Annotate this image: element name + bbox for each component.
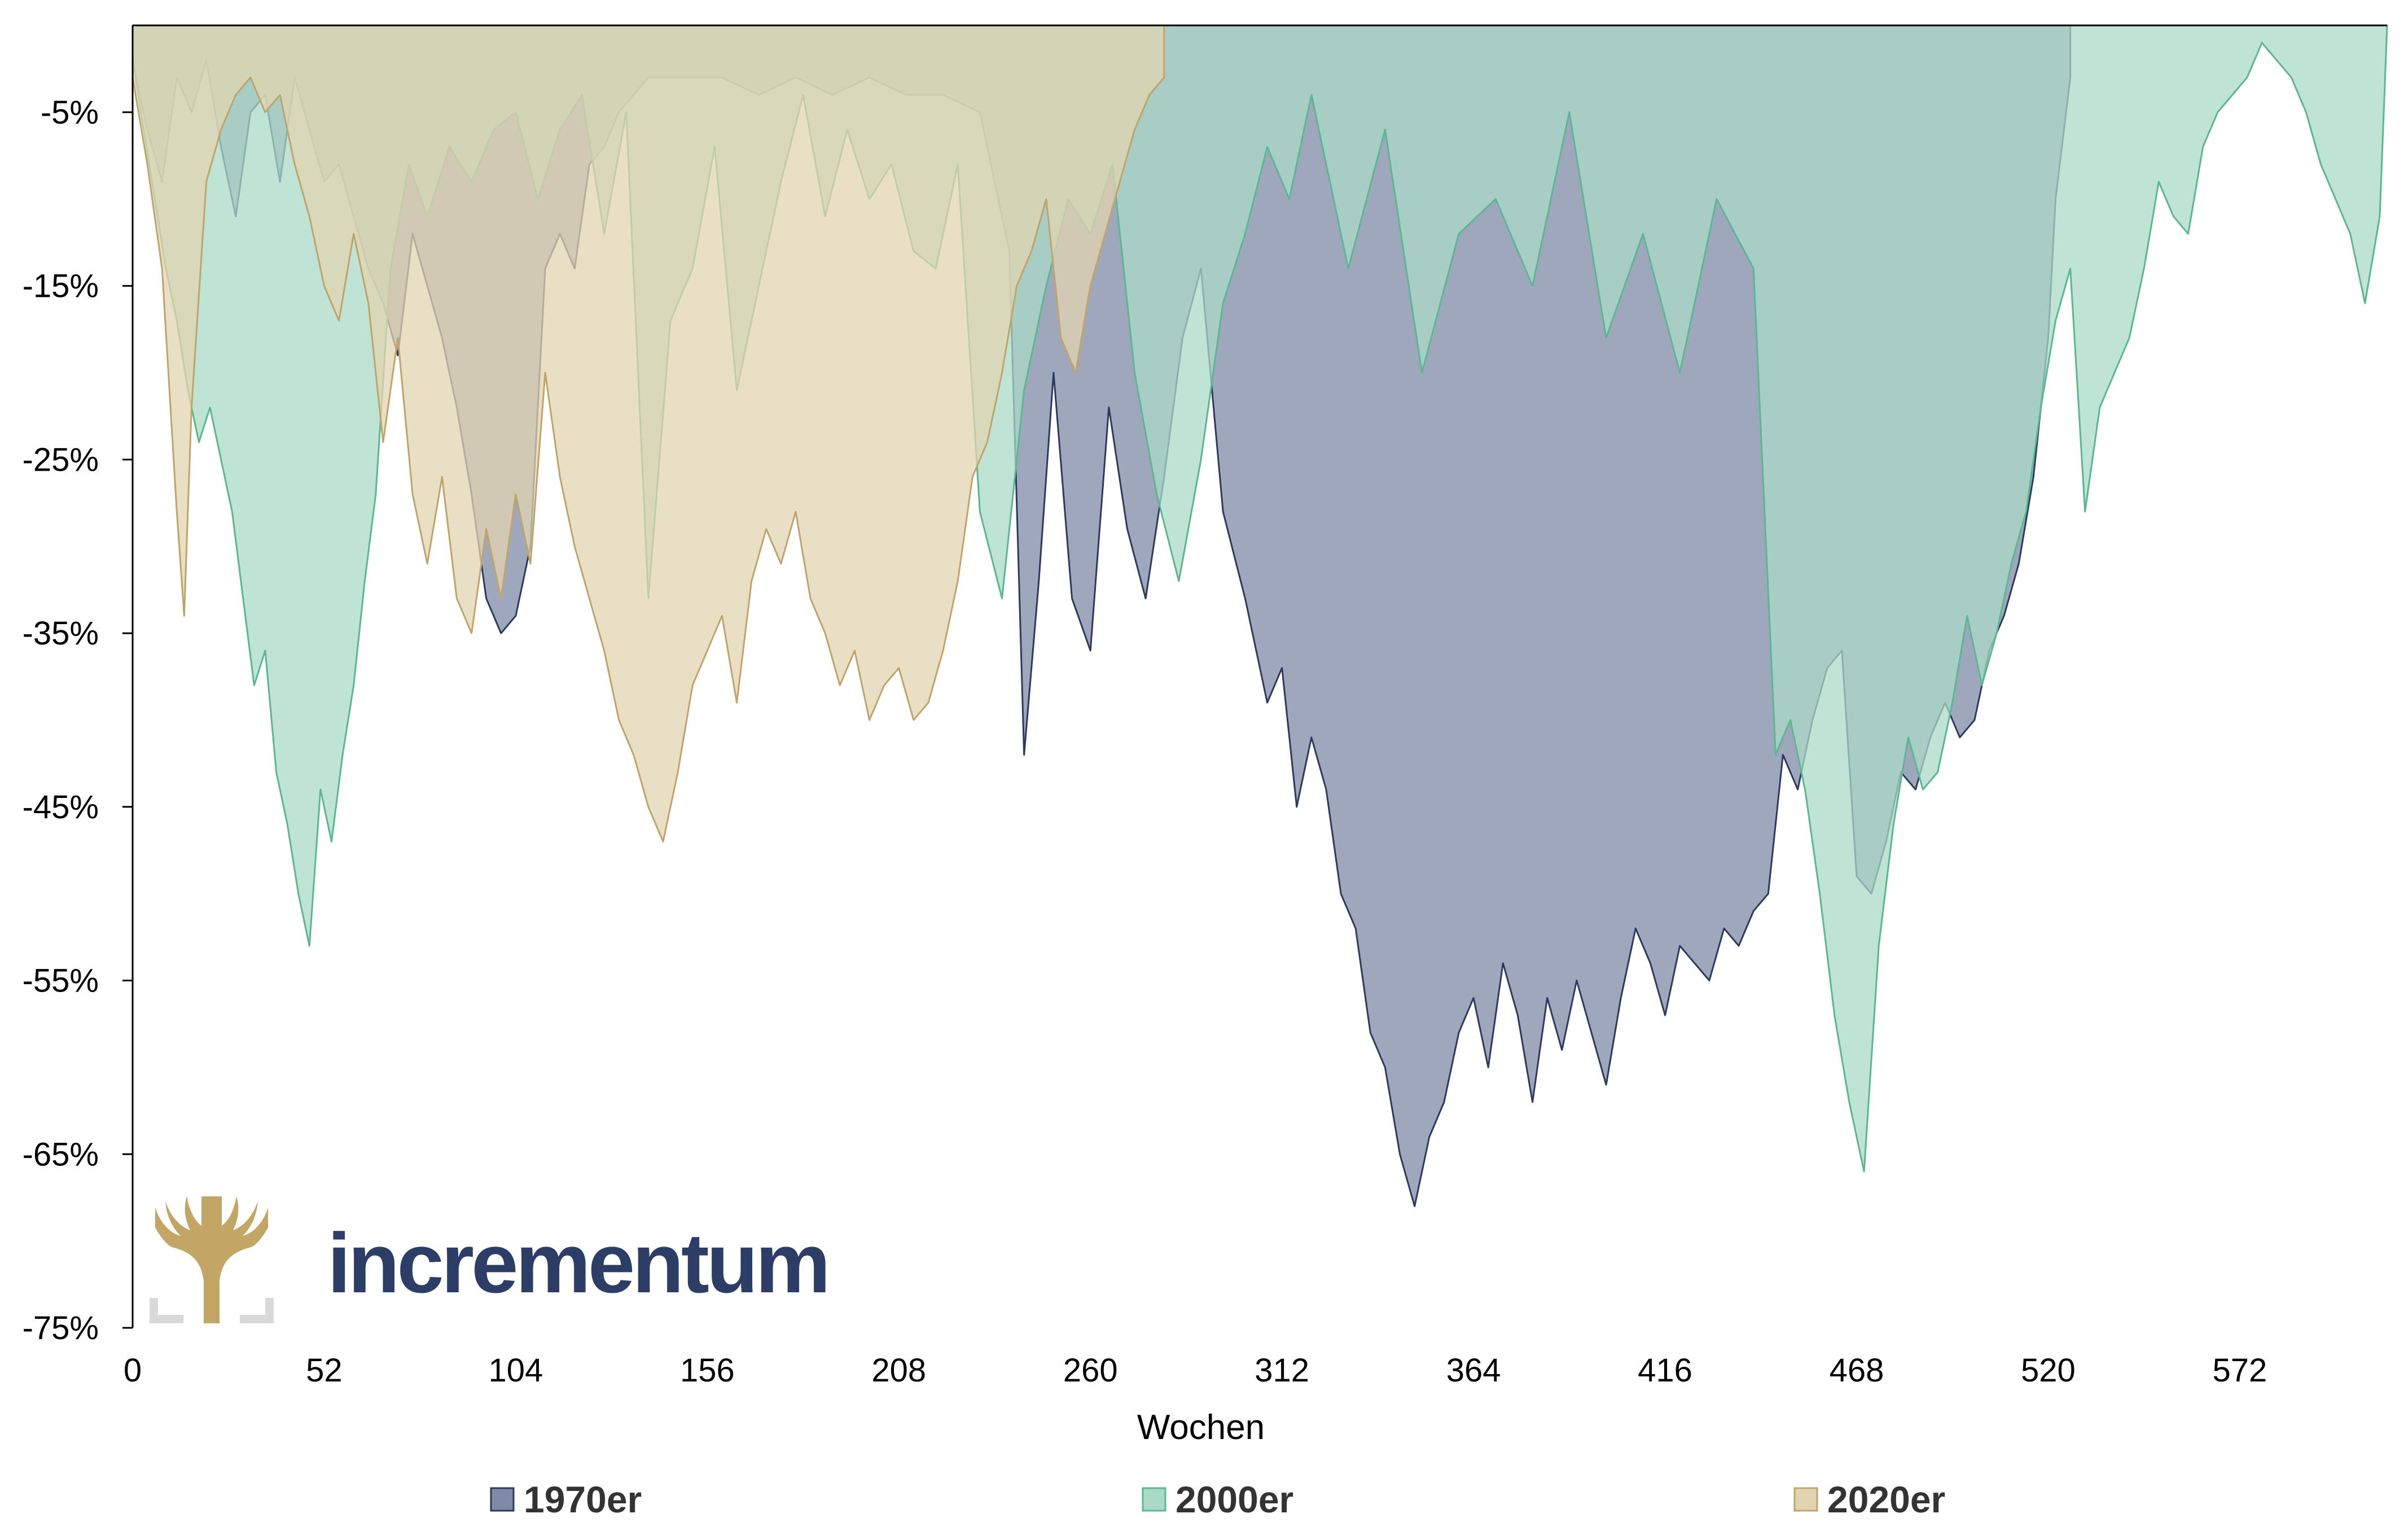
legend-item-2020er: 2020er xyxy=(1793,1479,1945,1520)
chart-legend: 1970er 2000er 2020er xyxy=(490,1479,1945,1520)
legend-swatch xyxy=(1142,1487,1166,1512)
x-tick-label: 416 xyxy=(1638,1352,1692,1389)
y-tick-label: -45% xyxy=(23,789,99,826)
y-tick-label: -55% xyxy=(23,963,99,999)
series-area-2000er xyxy=(131,24,2388,1173)
x-tick-label: 572 xyxy=(2212,1352,2267,1389)
x-tick-label: 0 xyxy=(124,1352,142,1389)
x-tick-label: 520 xyxy=(2021,1352,2076,1389)
incrementum-logo: incrementum xyxy=(150,1196,831,1323)
x-tick-label: 468 xyxy=(1830,1352,1884,1389)
legend-label: 1970er xyxy=(524,1479,642,1520)
y-tick-label: -15% xyxy=(23,268,99,305)
x-tick-label: 156 xyxy=(680,1352,735,1389)
x-tick-label: 364 xyxy=(1446,1352,1501,1389)
x-tick-label: 104 xyxy=(488,1352,543,1389)
chart-axes: -5% -15% -25% -35% -45% -55% -65% -75% 0 52 104 15… xyxy=(23,24,2387,1447)
x-tick-group: 0 52 104 156 208 260 312 364 416 468 520 572 xyxy=(124,1352,2267,1389)
x-axis-title: Wochen xyxy=(1137,1408,1265,1447)
legend-label: 2020er xyxy=(1827,1479,1945,1520)
y-tick-label: -35% xyxy=(23,615,99,652)
legend-item-2000er: 2000er xyxy=(1142,1479,1293,1520)
y-tick-label: -5% xyxy=(41,94,99,131)
x-tick-label: 260 xyxy=(1063,1352,1118,1389)
y-tick-label: -25% xyxy=(23,441,99,478)
brand-logo-text: incrementum xyxy=(327,1216,828,1310)
series-area-2020er xyxy=(131,24,1165,843)
y-tick-group: -5% -15% -25% -35% -45% -55% -65% -75% xyxy=(23,94,133,1346)
legend-label: 2000er xyxy=(1176,1479,1293,1520)
x-tick-label: 208 xyxy=(871,1352,926,1389)
legend-swatch xyxy=(1793,1487,1818,1512)
plot-series-group xyxy=(131,24,2388,1208)
legend-swatch xyxy=(490,1487,515,1512)
x-tick-label: 312 xyxy=(1255,1352,1309,1389)
y-tick-label: -75% xyxy=(23,1310,99,1346)
y-tick-label: -65% xyxy=(23,1136,99,1173)
x-tick-label: 52 xyxy=(306,1352,343,1389)
legend-item-1970er: 1970er xyxy=(490,1479,642,1520)
tree-icon xyxy=(150,1196,274,1323)
